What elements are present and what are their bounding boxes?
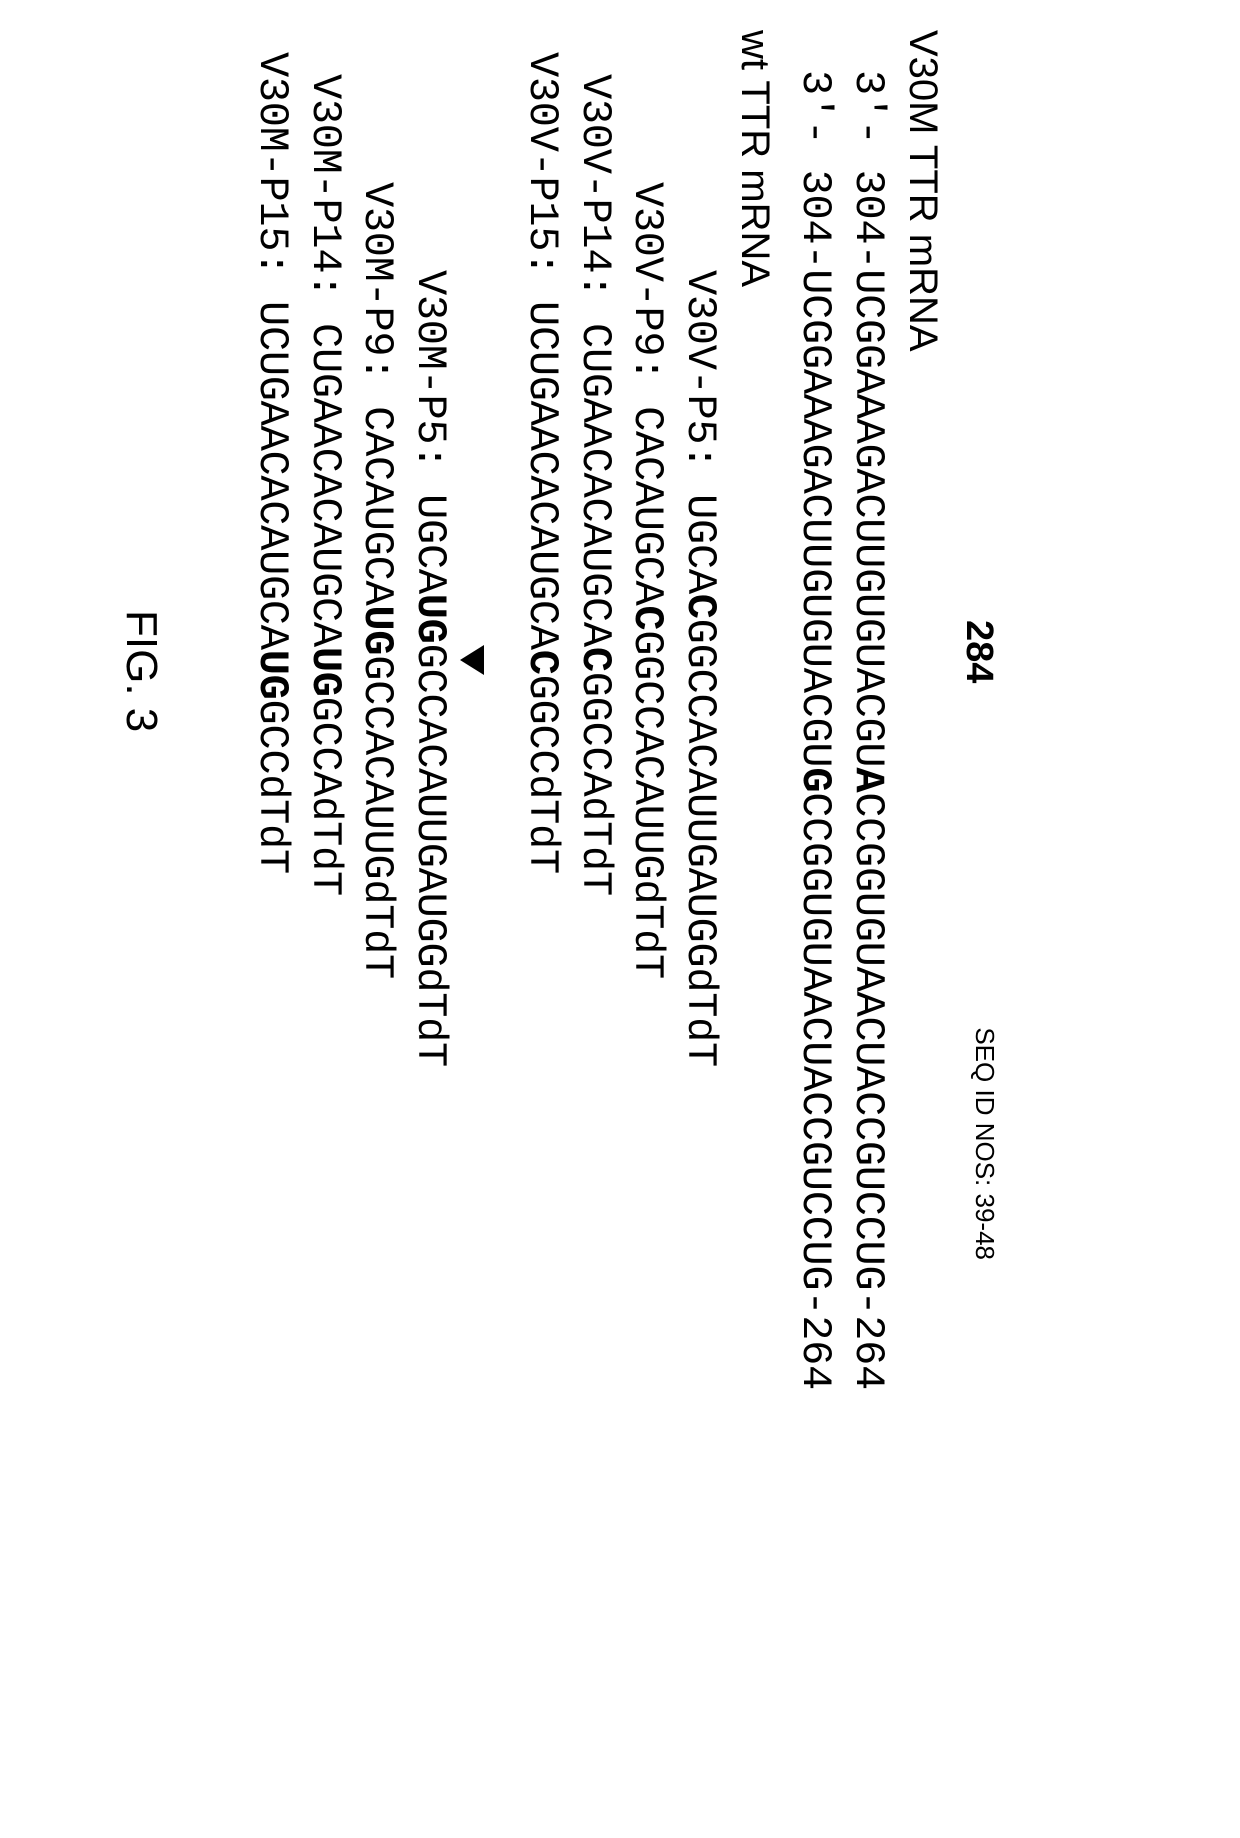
figure-label: FIG. 3 <box>116 610 166 1810</box>
seq-wt-mrna: 3'- 304-UCGGAAAGACUUGUGUACGUGCCGGUGUAACU… <box>789 70 842 1810</box>
seq-v30m-p15: V30M-P15: UCUGAACACAUGCAUGGCCdTdT <box>246 52 299 1810</box>
section-title-v30m: V30M TTR mRNA <box>900 30 945 1810</box>
seq-v30v-p9: V30V-P9: CACAUGCACGGCCACAUUGdTdT <box>621 182 674 1810</box>
seq-v30v-p5: V30V-P5: UGCACGGCCACAUUGAUGGdTdT <box>674 270 727 1810</box>
seq-v30m-p5: V30M-P5: UGCAUGGCCACAUUGAUGGdTdT <box>404 270 457 1810</box>
seq-v30m-mrna: 3'- 304-UCGGAAAGACUUGUGUACGUACCGGUGUAACU… <box>842 70 895 1810</box>
arrow-down-icon <box>456 30 496 1810</box>
section-title-wt: wt TTR mRNA <box>732 30 777 1810</box>
seq-v30v-p14: V30V-P14: CUGAACACAUGCACGGCCAdTdT <box>569 74 622 1810</box>
seq-v30m-p9: V30M-P9: CACAUGCAUGGCCACAUUGdTdT <box>351 182 404 1810</box>
seq-id-label: SEQ ID NOS: 39-48 <box>969 1027 1000 1260</box>
seq-v30v-p15: V30V-P15: UCUGAACACAUGCACGGCCdTdT <box>516 52 569 1810</box>
seq-v30m-p14: V30M-P14: CUGAACACAUGCAUGGCCAdTdT <box>299 74 352 1810</box>
